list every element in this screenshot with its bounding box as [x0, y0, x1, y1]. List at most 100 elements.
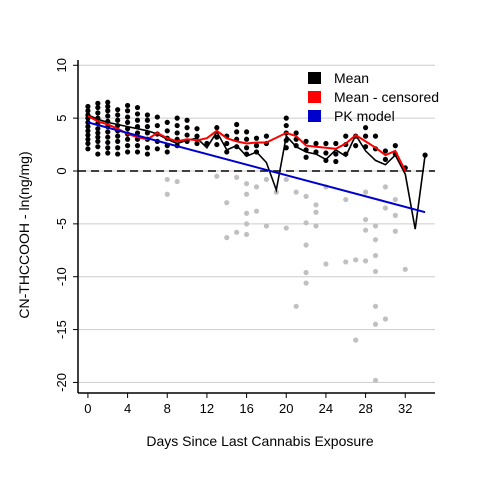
observed-point [174, 115, 180, 121]
x-tick-label: 24 [319, 401, 333, 416]
observed-point [323, 150, 329, 156]
observed-point [154, 122, 160, 129]
observed-point [115, 107, 121, 113]
observed-point [124, 143, 131, 149]
censored-point [293, 189, 299, 195]
observed-point [184, 117, 190, 123]
observed-point [95, 138, 101, 144]
observed-point [353, 143, 359, 149]
observed-point [392, 143, 398, 149]
observed-point [303, 154, 309, 160]
observed-point [234, 121, 240, 128]
observed-point [105, 108, 111, 114]
censored-point [382, 316, 389, 322]
observed-point [263, 133, 270, 139]
censored-point [372, 237, 379, 243]
observed-point [95, 144, 101, 150]
censored-point [293, 303, 299, 309]
observed-point [164, 149, 170, 155]
observed-point [95, 151, 101, 157]
censored-point [372, 252, 379, 259]
observed-point [194, 133, 200, 139]
censored-point [214, 173, 220, 179]
observed-point [194, 140, 200, 147]
y-tick-label: 5 [54, 115, 69, 122]
observed-point [194, 126, 200, 132]
censored-point [392, 228, 398, 234]
y-tick-label: -10 [54, 267, 69, 286]
censored-point [253, 184, 260, 190]
censored-point [234, 174, 240, 180]
censored-point [353, 337, 359, 343]
series-lines [87, 114, 426, 230]
observed-point [85, 124, 91, 130]
observed-point [253, 135, 260, 141]
observed-point [134, 111, 141, 117]
x-tick-label: 12 [200, 401, 214, 416]
censored-point [303, 269, 309, 276]
observed-point [95, 126, 101, 132]
observed-point [144, 117, 151, 123]
y-tick-label: -20 [54, 373, 69, 392]
censored-point [372, 321, 379, 327]
censored-point [323, 261, 329, 267]
observed-point [144, 145, 151, 151]
x-tick-label: 4 [124, 401, 131, 416]
censored-point [343, 259, 349, 265]
observed-point [144, 151, 151, 157]
observed-point [115, 112, 121, 118]
observed-point [124, 108, 131, 114]
observed-point [105, 145, 111, 151]
legend-swatch [308, 91, 321, 103]
observed-point [372, 133, 379, 139]
censored-point [303, 280, 309, 286]
censored-point [372, 223, 379, 229]
y-tick-label: 0 [54, 167, 69, 174]
observed-point [243, 145, 250, 151]
observed-point [85, 146, 91, 152]
censored-point [353, 257, 359, 263]
observed-point [144, 112, 151, 118]
censored-point [253, 208, 260, 214]
observed-point [105, 99, 111, 105]
legend-label: PK model [334, 108, 395, 124]
legend-label: Mean - censored [334, 89, 439, 105]
observed-point [174, 122, 180, 129]
censored-point [243, 221, 250, 227]
censored-point [313, 202, 319, 208]
observed-point [234, 129, 240, 135]
censored-point [313, 223, 319, 229]
observed-point [362, 125, 369, 131]
censored-point [362, 258, 369, 264]
censored-point [372, 303, 379, 309]
censored-point [382, 205, 389, 211]
x-ticks: 0 4 8 12 16 20 24 28 32 [84, 393, 412, 416]
censored-point [224, 200, 230, 206]
censored-point [234, 229, 240, 235]
observed-point [85, 108, 91, 114]
censored-point [313, 209, 319, 215]
observed-point [283, 115, 289, 121]
censored-point [362, 189, 369, 195]
observed-point [333, 158, 339, 165]
censored-point [164, 191, 170, 197]
y-tick-label: -15 [54, 320, 69, 339]
observed-point [85, 132, 91, 138]
pk-model-line [87, 121, 426, 214]
observed-point [95, 100, 101, 106]
observed-point [164, 128, 170, 134]
censored-point [283, 225, 289, 231]
censored-point [243, 181, 250, 187]
observed-point [214, 141, 220, 148]
observed-point [333, 151, 339, 157]
observed-point [134, 117, 141, 123]
censored-point [392, 212, 398, 218]
censored-point [362, 217, 369, 223]
observed-point [85, 128, 91, 134]
observed-point [134, 149, 141, 155]
censored-point [372, 268, 379, 275]
observed-point [105, 134, 111, 140]
observed-point [124, 149, 131, 155]
observed-point [115, 117, 121, 123]
